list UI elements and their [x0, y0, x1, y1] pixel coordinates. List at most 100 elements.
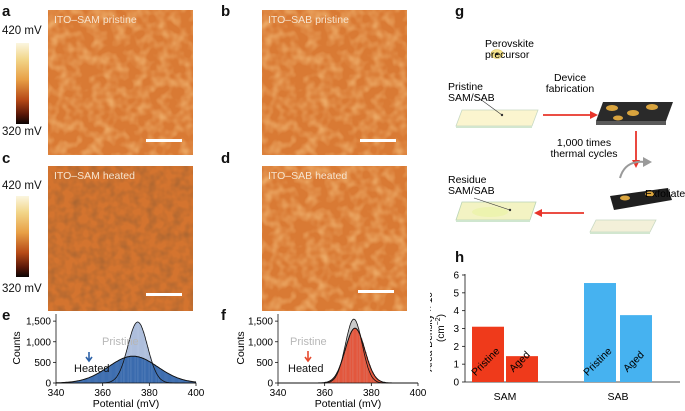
histogram-bar-heated: [79, 380, 82, 383]
panel-label-c: c: [2, 150, 11, 167]
scale-bar: [146, 293, 182, 296]
histogram-bar-heated: [338, 368, 340, 383]
histogram-e-bars: [60, 321, 197, 383]
colorbar-top-max: 420 mV: [2, 25, 42, 37]
histogram-bar-heated: [91, 376, 93, 383]
histogram-bar-heated: [113, 363, 115, 383]
legend-heated: Heated: [74, 363, 109, 375]
histogram-bar-heated: [85, 378, 87, 383]
colorbar-bottom-min: 320 mV: [2, 283, 42, 295]
histogram-bar-heated: [99, 372, 101, 383]
histogram-f: 340 360 380 400 0 500 1,000 1,500 Pristine Heat…: [235, 314, 427, 410]
afm-image-sam-heated: ITO–SAM heated: [48, 166, 193, 311]
histogram-bar-heated: [112, 363, 114, 383]
y-tick-label: 5: [453, 288, 459, 299]
afm-image-sab-heated: ITO–SAB heated: [262, 166, 407, 311]
histogram-bar-heated: [155, 365, 157, 383]
histogram-bar-heated: [172, 375, 174, 383]
histogram-bar-heated: [96, 373, 99, 383]
histogram-bar-heated: [158, 367, 160, 383]
histogram-bar-heated: [180, 379, 183, 383]
label-device-fabrication: Device fabrication: [546, 72, 595, 95]
histogram-bar-heated: [152, 363, 155, 383]
x-tick-label: 360: [316, 388, 333, 399]
histogram-bar-heated: [128, 356, 131, 383]
histogram-bar-heated: [149, 362, 152, 383]
histogram-bar-heated: [72, 381, 75, 383]
histogram-bar-heated: [369, 365, 371, 383]
histogram-bar-heated: [348, 338, 350, 383]
histogram-bar-heated: [124, 357, 127, 383]
histogram-bar-heated: [191, 381, 194, 383]
histogram-bar-heated: [187, 380, 190, 383]
scale-bar: [360, 139, 396, 142]
panel-label-g: g: [455, 3, 465, 20]
histogram-bar-heated: [95, 374, 97, 383]
histogram-bar-heated: [148, 361, 150, 383]
bar-sam-aged: [506, 356, 538, 382]
histogram-bar-heated: [183, 379, 185, 383]
histogram-bar-heated: [84, 379, 86, 383]
afm-image-sam-pristine: ITO–SAM pristine: [48, 10, 193, 155]
y-tick-label: 2: [453, 342, 459, 353]
histogram-bar-heated: [81, 379, 83, 383]
histogram-bar-heated: [339, 365, 342, 383]
bar-sab-pristine: [584, 283, 616, 382]
histogram-bar-heated: [131, 356, 134, 383]
histogram-bar-pristine: [133, 326, 135, 383]
y-tick-label: 1: [453, 360, 459, 371]
histogram-bar-heated: [110, 364, 113, 383]
histogram-bar-heated: [373, 374, 375, 383]
histogram-bar-heated: [332, 378, 335, 383]
histogram-bar-heated: [159, 368, 162, 383]
histogram-bar-heated: [349, 334, 351, 383]
histogram-bar-heated: [109, 365, 111, 383]
histogram-bar-heated: [168, 373, 170, 383]
schematic-g: Perovskite precursor Pristine SAM/SAB Devi…: [448, 38, 685, 234]
histogram-bar-heated: [190, 381, 192, 383]
legend-pristine: Pristine: [290, 336, 327, 348]
histogram-bar-heated: [88, 377, 90, 383]
afm-title-sab-pristine: ITO–SAB pristine: [268, 14, 349, 26]
device-stack: [596, 102, 673, 125]
histogram-bar-heated: [364, 352, 367, 383]
y-tick-label: 1,500: [248, 317, 273, 328]
y-tick-label: 3: [453, 324, 459, 335]
histogram-e: 340 360 380 400 0 500 1,000 1,500 Pristine Heat…: [11, 314, 205, 410]
y-tick-label: 500: [34, 358, 51, 369]
x-axis-label: Potential (mV): [93, 398, 160, 410]
histogram-bar-heated: [336, 371, 339, 383]
histogram-bar-heated: [352, 329, 354, 383]
panel-label-a: a: [2, 3, 11, 20]
histogram-bar-pristine: [142, 331, 145, 383]
histogram-bar-pristine: [135, 322, 138, 383]
histogram-bar-heated: [184, 380, 187, 383]
label-exfoliate: Exfoliate: [645, 188, 685, 200]
histogram-bar-heated: [71, 381, 73, 383]
arrow-head-icon: [590, 111, 598, 119]
histogram-bar-heated: [189, 381, 191, 383]
histogram-bar-heated: [151, 363, 153, 383]
histogram-bar-heated: [376, 378, 378, 383]
histogram-bar-heated: [170, 375, 173, 383]
histogram-bar-heated: [130, 356, 132, 383]
histogram-bar-heated: [147, 360, 149, 383]
panel-label-h: h: [455, 249, 465, 266]
y-tick-label: 6: [453, 271, 459, 282]
histogram-bar-heated: [374, 376, 377, 383]
label-residue-sam-sab: Residue SAM/SAB: [448, 174, 495, 197]
histogram-bar-heated: [82, 379, 85, 383]
histogram-bar-heated: [89, 377, 92, 383]
histogram-bar-heated: [366, 356, 368, 383]
histogram-bar-pristine: [138, 322, 141, 383]
histogram-bar-heated: [100, 371, 103, 383]
histogram-bar-pristine: [137, 321, 139, 383]
x-tick-label: 340: [270, 388, 287, 399]
histogram-bar-heated: [176, 377, 178, 383]
histogram-bar-heated: [378, 380, 381, 383]
y-tick-label: 0: [453, 378, 459, 389]
y-axis-label: Area Density × 1013(cm−2): [430, 284, 447, 372]
histogram-bar-heated: [107, 366, 110, 383]
y-tick-label: 1,000: [26, 337, 51, 348]
histogram-bar-heated: [357, 331, 360, 383]
